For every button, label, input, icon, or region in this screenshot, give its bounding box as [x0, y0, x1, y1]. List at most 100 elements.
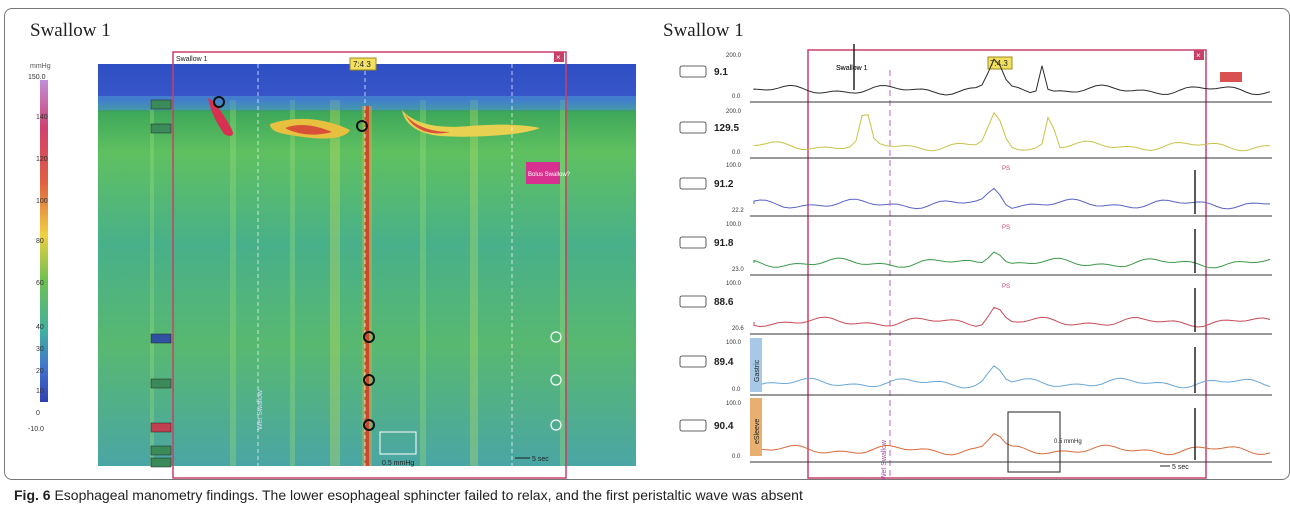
- line-traces: Swallow 1 7:4.3 × Wet Swallow 9.1 200.0 0.…: [679, 44, 1272, 480]
- left-panel-title: Swallow 1: [30, 20, 111, 41]
- channel-bottom: 23.0: [732, 267, 744, 273]
- scale-tick-label: 140: [36, 114, 48, 121]
- channel-top: 200.0: [726, 109, 742, 115]
- right-window-label: Swallow 1: [836, 65, 868, 72]
- channel-trace: [753, 111, 1270, 152]
- channel-sensor-tag[interactable]: [679, 65, 707, 78]
- ues-pressure-blob: [208, 98, 233, 136]
- scale-tick-label: 40: [36, 324, 44, 331]
- channel-bottom: 0.0: [732, 454, 741, 460]
- channel-top: 100.0: [726, 340, 742, 346]
- channel-trace: [753, 306, 1271, 328]
- scale-tick-label: 80: [36, 238, 44, 245]
- channel-trace: [753, 432, 1271, 456]
- channel-bottom: 22.2: [732, 208, 744, 214]
- channel-rows: 9.1200.00.0129.5200.00.091.2100.022.2PS9…: [679, 44, 1272, 463]
- peak-tag: PS: [1002, 284, 1010, 290]
- channel-top: 100.0: [726, 163, 742, 169]
- scale-unit-label: mmHg: [30, 63, 51, 70]
- close-icon[interactable]: [554, 52, 564, 62]
- swallow-window: [172, 51, 567, 479]
- channel-value: 129.5: [714, 123, 739, 134]
- channel-sensor-tag[interactable]: [679, 419, 707, 432]
- channel-value: 9.1: [714, 67, 728, 78]
- channel-sensor-tag[interactable]: [679, 236, 707, 249]
- outline-markers: [550, 331, 562, 431]
- event-label-box: [526, 162, 560, 184]
- channel-trace: [753, 58, 1271, 96]
- window-label: Swallow 1: [176, 56, 208, 63]
- channel-trace: [753, 365, 1271, 389]
- right-flag: [1220, 72, 1242, 82]
- channel-bottom: 0.0: [732, 150, 741, 156]
- channel-value: 88.6: [714, 297, 734, 308]
- scale-bar-label: 0.5 mmHg: [382, 460, 414, 467]
- peak-tag: PS: [1002, 225, 1010, 231]
- channel-sensor-tag[interactable]: [679, 355, 707, 368]
- right-scale-bar-label: 0.5 mmHg: [1054, 439, 1082, 445]
- channel-top: 100.0: [726, 281, 742, 287]
- scale-inset: [379, 431, 417, 455]
- scale-tick-label: 120: [36, 156, 48, 163]
- channel-row: 88.6 100.0 20.6 PS: [679, 281, 1272, 335]
- channel-row: 129.5 200.0 0.0: [679, 109, 1272, 159]
- esleeve-label: eSleeve: [754, 419, 761, 444]
- svg-text:×: ×: [1196, 51, 1201, 60]
- gastric-tab: [750, 338, 762, 392]
- scale-tick-label: 150.0: [28, 74, 46, 81]
- channel-bottom: 0.0: [732, 387, 741, 393]
- scale-tick-label: 60: [36, 280, 44, 287]
- channel-sensor-tag[interactable]: [679, 177, 707, 190]
- scale-tick-label: -10.0: [28, 426, 44, 433]
- time-scale-label: 5 sec: [532, 456, 549, 463]
- channel-row: 89.4 100.0 0.0: [679, 340, 1272, 396]
- contraction-markers[interactable]: [213, 96, 375, 431]
- channel-value: 91.2: [714, 179, 734, 190]
- wet-swallow-label: Wet Swallow: [257, 389, 264, 430]
- right-time-scale-label: 5 sec: [1172, 464, 1189, 471]
- ues-band: [98, 96, 636, 110]
- scale-tick-label: 0: [36, 410, 40, 417]
- right-wet-swallow-label: Wet Swallow: [881, 439, 888, 480]
- channel-row: 91.2 100.0 22.2 PS: [679, 163, 1272, 217]
- channel-row: 9.1 200.0 0.0: [679, 53, 1272, 103]
- channel-row: 90.4 100.0 0.0: [679, 401, 1272, 463]
- swallow-marker-label: Swallow 1: [836, 65, 868, 72]
- scale-tick-label: 30: [36, 346, 44, 353]
- right-panel-title: Swallow 1: [663, 20, 744, 41]
- channel-top: 100.0: [726, 222, 742, 228]
- channel-bottom: 0.0: [732, 94, 741, 100]
- sensor-markers: [150, 99, 172, 468]
- channel-trace: [753, 251, 1271, 269]
- channel-trace: [753, 187, 1270, 210]
- channel-value: 89.4: [714, 357, 734, 368]
- peak-tag: PS: [1002, 166, 1010, 172]
- gastric-label: Gastric: [754, 359, 761, 382]
- figure-caption: Fig. 6 Esophageal manometry findings. Th…: [14, 487, 803, 503]
- channel-bottom: 20.6: [732, 326, 744, 332]
- channel-top: 200.0: [726, 53, 742, 59]
- caption-label: Fig. 6: [14, 487, 51, 503]
- svg-text:×: ×: [556, 53, 561, 62]
- time-box: [349, 57, 377, 71]
- channel-row: 91.8 100.0 23.0 PS: [679, 222, 1272, 276]
- channel-value: 91.8: [714, 238, 734, 249]
- right-scale-inset: [1007, 411, 1061, 473]
- channel-sensor-tag[interactable]: [679, 121, 707, 134]
- scale-tick-label: 20: [36, 368, 44, 375]
- scale-tick-label: 10: [36, 388, 44, 395]
- event-label: Bolus Swallow?: [528, 172, 571, 178]
- color-scale-bar: [40, 80, 48, 402]
- time-box-label: 7:4.3: [353, 60, 371, 69]
- channel-value: 90.4: [714, 421, 734, 432]
- vertical-streaks: [150, 100, 565, 466]
- right-close-icon[interactable]: [1194, 50, 1204, 60]
- scale-tick-label: 100: [36, 198, 48, 205]
- caption-text: Esophageal manometry findings. The lower…: [50, 487, 803, 503]
- right-time-box-label: 7:4.3: [990, 59, 1008, 68]
- channel-sensor-tag[interactable]: [679, 295, 707, 308]
- esleeve-tab: [750, 398, 762, 456]
